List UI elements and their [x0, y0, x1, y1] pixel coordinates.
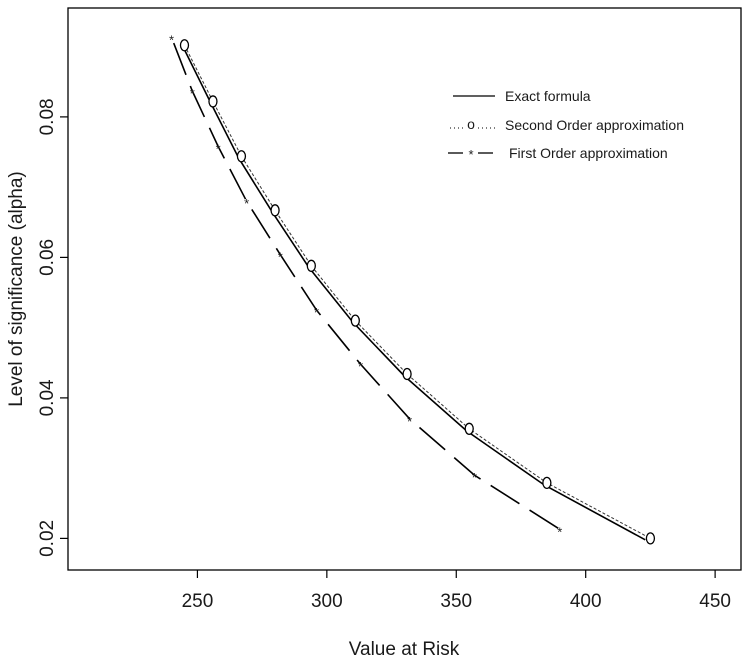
data-point: *	[169, 33, 174, 48]
legend-label: Second Order approximation	[505, 117, 684, 133]
data-point	[306, 259, 316, 272]
data-point: *	[557, 524, 562, 539]
data-point: *	[407, 414, 412, 429]
data-point: *	[472, 470, 477, 485]
data-point: *	[244, 196, 249, 211]
data-point	[236, 150, 247, 163]
x-axis: 250 300 350 400 450	[182, 570, 731, 612]
y-axis: 0.02 0.04 0.06 0.08	[37, 98, 68, 557]
data-point: *	[278, 250, 283, 265]
data-point: *	[314, 305, 319, 320]
series-line	[170, 37, 561, 530]
data-point	[208, 95, 218, 108]
y-tick-label: 0.04	[37, 379, 58, 416]
plot-frame	[67, 7, 742, 571]
legend-label: Exact formula	[505, 88, 591, 104]
data-point	[645, 532, 656, 545]
legend-label: First Order approximation	[509, 145, 668, 161]
y-tick-label: 0.02	[37, 520, 58, 557]
data-point	[270, 204, 280, 217]
x-tick-label: 400	[570, 591, 602, 612]
x-tick-label: 300	[311, 591, 343, 612]
y-axis-title: Level of significance (alpha)	[6, 171, 27, 407]
series-line	[181, 44, 646, 541]
y-tick-label: 0.06	[37, 239, 58, 276]
x-axis-title: Value at Risk	[349, 639, 460, 660]
x-tick-label: 450	[699, 591, 731, 612]
y-tick-label: 0.08	[37, 98, 58, 135]
data-point: *	[190, 86, 195, 101]
data-point	[542, 476, 552, 490]
data-point	[464, 422, 474, 435]
data-point	[179, 39, 190, 52]
x-tick-label: 350	[440, 591, 472, 612]
series-layer: * * * * * * * * * *	[169, 33, 656, 545]
x-tick-label: 250	[182, 591, 214, 612]
legend: Exact formula o Second Order approximation…	[448, 88, 684, 162]
data-point: *	[358, 359, 363, 374]
data-point	[350, 314, 360, 327]
legend-marker-o: o	[467, 116, 475, 132]
data-point	[402, 367, 412, 381]
legend-marker-star: *	[468, 147, 473, 162]
data-point: *	[216, 141, 221, 156]
